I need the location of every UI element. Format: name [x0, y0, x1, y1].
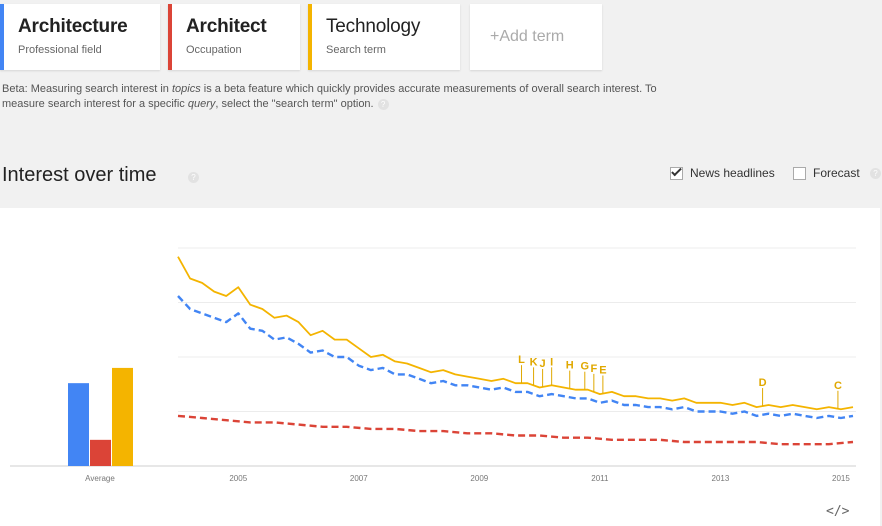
- beta-text-1: Beta: Measuring search interest in: [2, 83, 172, 95]
- series-line-architecture: [177, 295, 854, 420]
- forecast-checkbox[interactable]: [793, 166, 806, 180]
- news-marker-k: K: [530, 356, 538, 368]
- term-type: Search term: [326, 44, 386, 56]
- x-tick-label: 2009: [470, 474, 488, 483]
- chart-panel: Average 2005 2007 2009 2011 2013 2015 L K J I H G F E D…: [0, 208, 880, 526]
- term-card-architect[interactable]: Architect Occupation: [168, 4, 300, 70]
- embed-icon[interactable]: </>: [826, 504, 850, 519]
- help-icon[interactable]: ?: [377, 98, 389, 110]
- x-tick-label: 2005: [229, 474, 247, 483]
- term-color-bar: [0, 4, 4, 70]
- average-bar-architect: [90, 439, 111, 466]
- series-line-architect: [177, 414, 854, 446]
- add-term-button[interactable]: +Add term: [470, 4, 602, 70]
- checkmark-icon: [671, 165, 682, 176]
- term-color-bar: [308, 4, 312, 70]
- beta-text-3: , select the "search term" option.: [215, 98, 374, 110]
- search-terms-bar: Architecture Professional field Architec…: [0, 0, 882, 72]
- forecast-label: Forecast: [813, 166, 860, 180]
- x-tick-label: 2011: [591, 474, 609, 483]
- term-name: Technology: [326, 16, 421, 37]
- term-card-architecture[interactable]: Architecture Professional field: [0, 4, 160, 70]
- average-bar-technology: [112, 367, 133, 466]
- beta-text-2: is a beta feature which quickly provides…: [2, 83, 657, 110]
- news-marker-h: H: [566, 360, 574, 372]
- x-tick-label: 2007: [350, 474, 368, 483]
- help-icon[interactable]: ?: [188, 172, 199, 183]
- series-line-technology: [177, 256, 854, 411]
- x-tick-label: 2013: [712, 474, 730, 483]
- term-type: Professional field: [18, 44, 102, 56]
- news-marker-f: F: [590, 363, 597, 375]
- news-headlines-checkbox[interactable]: [670, 165, 683, 180]
- help-icon[interactable]: ?: [870, 168, 881, 179]
- interest-chart[interactable]: Average 2005 2007 2009 2011 2013 2015 L K J I H G F E D…: [0, 208, 880, 526]
- news-marker-e: E: [599, 365, 606, 377]
- term-color-bar: [168, 4, 172, 70]
- term-name: Architecture: [18, 16, 128, 37]
- section-title: Interest over time: [2, 164, 157, 186]
- average-label: Average: [85, 474, 115, 483]
- news-marker-c: C: [834, 380, 842, 392]
- x-tick-label: 2015: [832, 474, 850, 483]
- average-bar-architecture: [68, 383, 89, 466]
- news-marker-l: L: [518, 354, 525, 366]
- term-name: Architect: [186, 16, 267, 37]
- beta-query: query: [187, 98, 216, 110]
- add-term-label: +Add term: [490, 28, 565, 45]
- beta-topics: topics: [171, 83, 201, 95]
- news-marker-d: D: [759, 377, 767, 389]
- news-marker-j: J: [540, 358, 546, 370]
- term-type: Occupation: [186, 44, 242, 56]
- news-headlines-label: News headlines: [690, 166, 775, 180]
- news-marker-g: G: [581, 361, 590, 373]
- forecast-toggle[interactable]: Forecast: [793, 166, 860, 180]
- news-marker-i: I: [550, 356, 553, 368]
- beta-notice: Beta: Measuring search interest in topic…: [2, 82, 702, 112]
- term-card-technology[interactable]: Technology Search term: [308, 4, 460, 70]
- news-headlines-toggle[interactable]: News headlines: [670, 165, 775, 180]
